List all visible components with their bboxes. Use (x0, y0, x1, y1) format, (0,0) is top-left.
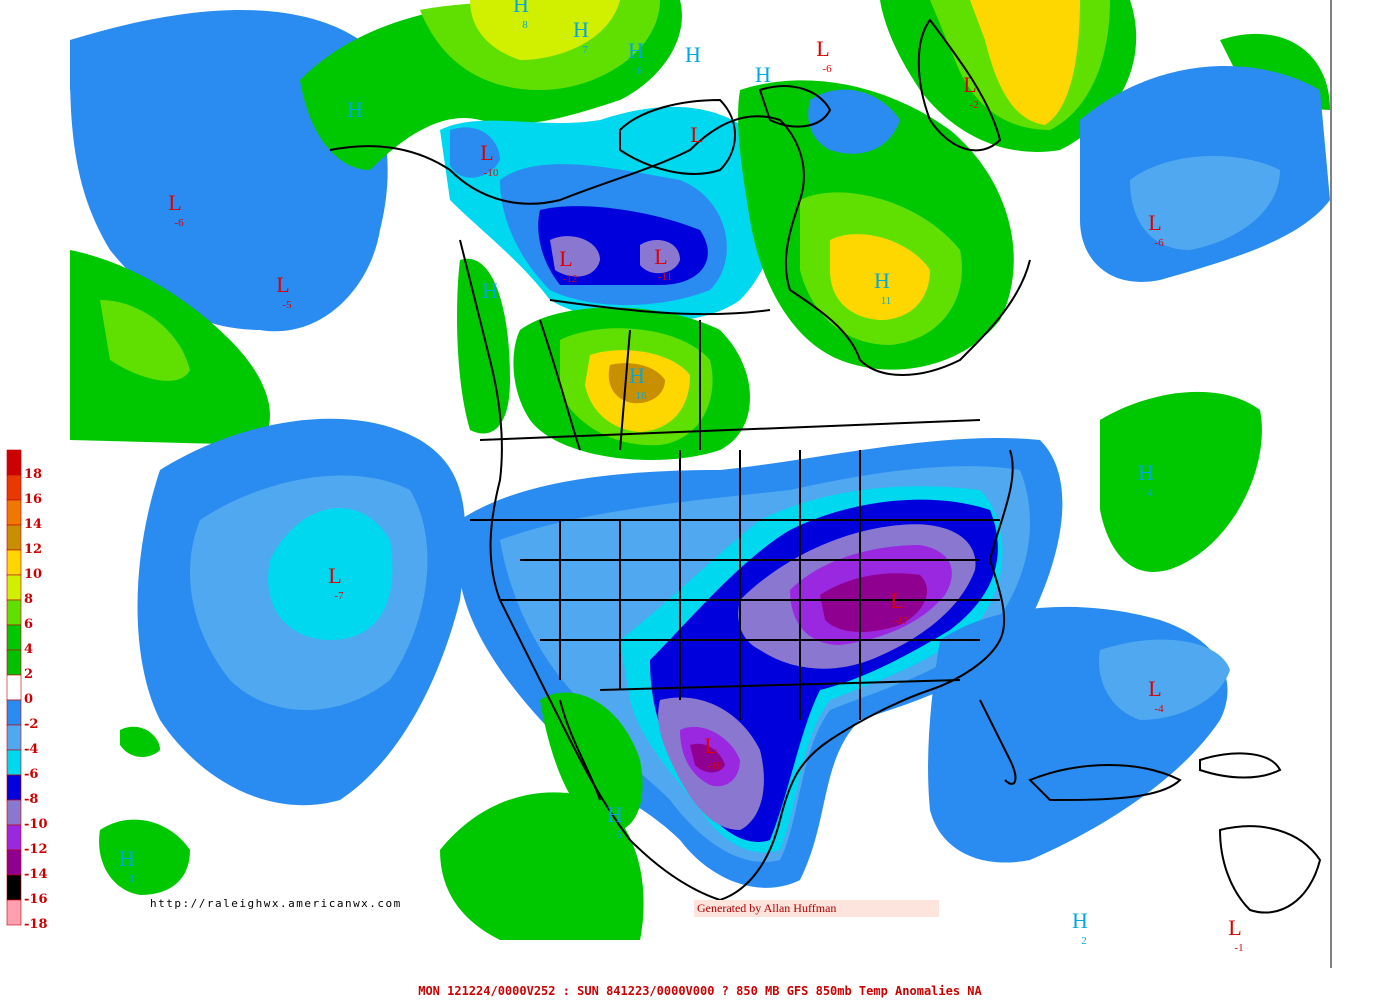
high-pressure-label: H (482, 278, 498, 303)
anomaly-value-label: 4 (1147, 487, 1153, 499)
legend-label: -18 (24, 917, 48, 932)
legend-label: -16 (24, 892, 48, 907)
legend-label: -4 (24, 742, 38, 757)
anomaly-value-label: 11 (881, 295, 892, 307)
legend-label: -12 (24, 842, 48, 857)
low-pressure-label: L (559, 246, 572, 271)
anomaly-value-label: 6 (616, 829, 622, 841)
low-pressure-label: L (328, 563, 341, 588)
high-pressure-label: H (607, 802, 623, 827)
legend-swatch (6, 574, 22, 601)
legend-swatch (6, 474, 22, 501)
high-pressure-label: H (685, 42, 701, 67)
legend-swatch (6, 699, 22, 726)
high-pressure-label: H (513, 0, 529, 17)
anomaly-fill-layer (70, 0, 1330, 940)
anomaly-value-label: -5 (282, 299, 292, 311)
legend-swatch (6, 549, 22, 576)
legend-label: 2 (24, 667, 33, 682)
anomaly-value-label: 2 (1081, 935, 1087, 947)
anomaly-value-label: -4 (1154, 703, 1164, 715)
anomaly-value-label: 7 (582, 44, 588, 56)
high-pressure-label: H (629, 363, 645, 388)
low-pressure-label: L (276, 272, 289, 297)
legend-label: 18 (24, 467, 42, 482)
anomaly-value-label: -7 (334, 590, 344, 602)
legend-swatch (6, 849, 22, 876)
legend-swatch (6, 674, 22, 701)
high-pressure-label: H (1138, 460, 1154, 485)
high-pressure-label: H (1072, 908, 1088, 933)
legend-swatch (6, 724, 22, 751)
anomaly-value-label: -2 (969, 99, 978, 111)
low-pressure-label: L (1228, 915, 1241, 940)
legend-swatch (6, 499, 22, 526)
legend-swatch (6, 899, 22, 926)
low-pressure-label: L (1148, 210, 1161, 235)
legend-label: 10 (24, 567, 42, 582)
legend-label: -6 (24, 767, 38, 782)
low-pressure-label: L (963, 72, 976, 97)
legend-label: 0 (24, 692, 33, 707)
high-pressure-label: H (347, 97, 363, 122)
legend-swatch (6, 524, 22, 551)
legend-swatch (6, 774, 22, 801)
low-pressure-label: L (816, 36, 829, 61)
legend-swatch (6, 749, 22, 776)
high-pressure-label: H (628, 38, 644, 63)
legend-label: 14 (24, 517, 42, 532)
low-pressure-label: L (1148, 676, 1161, 701)
low-pressure-label: L (480, 140, 493, 165)
legend-swatch (6, 449, 22, 476)
legend-label: 12 (24, 542, 42, 557)
anomaly-value-label: -11 (658, 271, 672, 283)
anomaly-value-label: 3 (128, 873, 134, 885)
anomaly-value-label: 8 (637, 65, 643, 77)
legend-label: 6 (24, 617, 33, 632)
coastline-and-borders (329, 18, 1322, 914)
anomaly-value-label: -6 (174, 217, 184, 229)
low-pressure-label: L (654, 244, 667, 269)
low-pressure-label: L (890, 588, 903, 613)
low-pressure-label: L (704, 733, 717, 758)
high-pressure-label: H (874, 268, 890, 293)
legend-swatch (6, 874, 22, 901)
low-pressure-label: L (168, 190, 181, 215)
high-pressure-label: H (573, 17, 589, 42)
footer-caption: MON 121224/0000V252 : SUN 841223/0000V00… (418, 984, 982, 998)
high-pressure-label: H (755, 62, 771, 87)
credit-label: Generated by Allan Huffman (694, 900, 939, 917)
legend-swatch (6, 649, 22, 676)
anomaly-value-label: -6 (822, 63, 832, 75)
low-pressure-label: L (690, 122, 703, 147)
anomaly-value-label: -12 (563, 273, 578, 285)
legend-label: -8 (24, 792, 38, 807)
legend-swatch (6, 824, 22, 851)
legend-swatch (6, 599, 22, 626)
legend-label: 16 (24, 492, 42, 507)
anomaly-value-label: 8 (522, 19, 528, 31)
legend-label: -10 (24, 817, 48, 832)
anomaly-value-label: -17 (894, 615, 909, 627)
source-url: http://raleighwx.americanwx.com (150, 897, 402, 910)
legend-label: -14 (24, 867, 48, 882)
anomaly-value-label: 16 (636, 390, 648, 402)
anomaly-value-label: -10 (484, 167, 499, 179)
legend-label: -2 (24, 717, 38, 732)
anomaly-value-label: -16 (708, 760, 723, 772)
legend-label: 4 (24, 642, 33, 657)
legend-label: 8 (24, 592, 33, 607)
legend-swatch (6, 799, 22, 826)
anomaly-value-label: -6 (1154, 237, 1164, 249)
anomaly-value-label: -1 (1234, 942, 1243, 954)
high-pressure-label: H (119, 846, 135, 871)
legend-swatch (6, 624, 22, 651)
color-legend: 18 16 14 12 10 8 6 4 2 0 -2 -4 -6 -8 -10 -12 -14 -16 -18 (6, 449, 48, 932)
